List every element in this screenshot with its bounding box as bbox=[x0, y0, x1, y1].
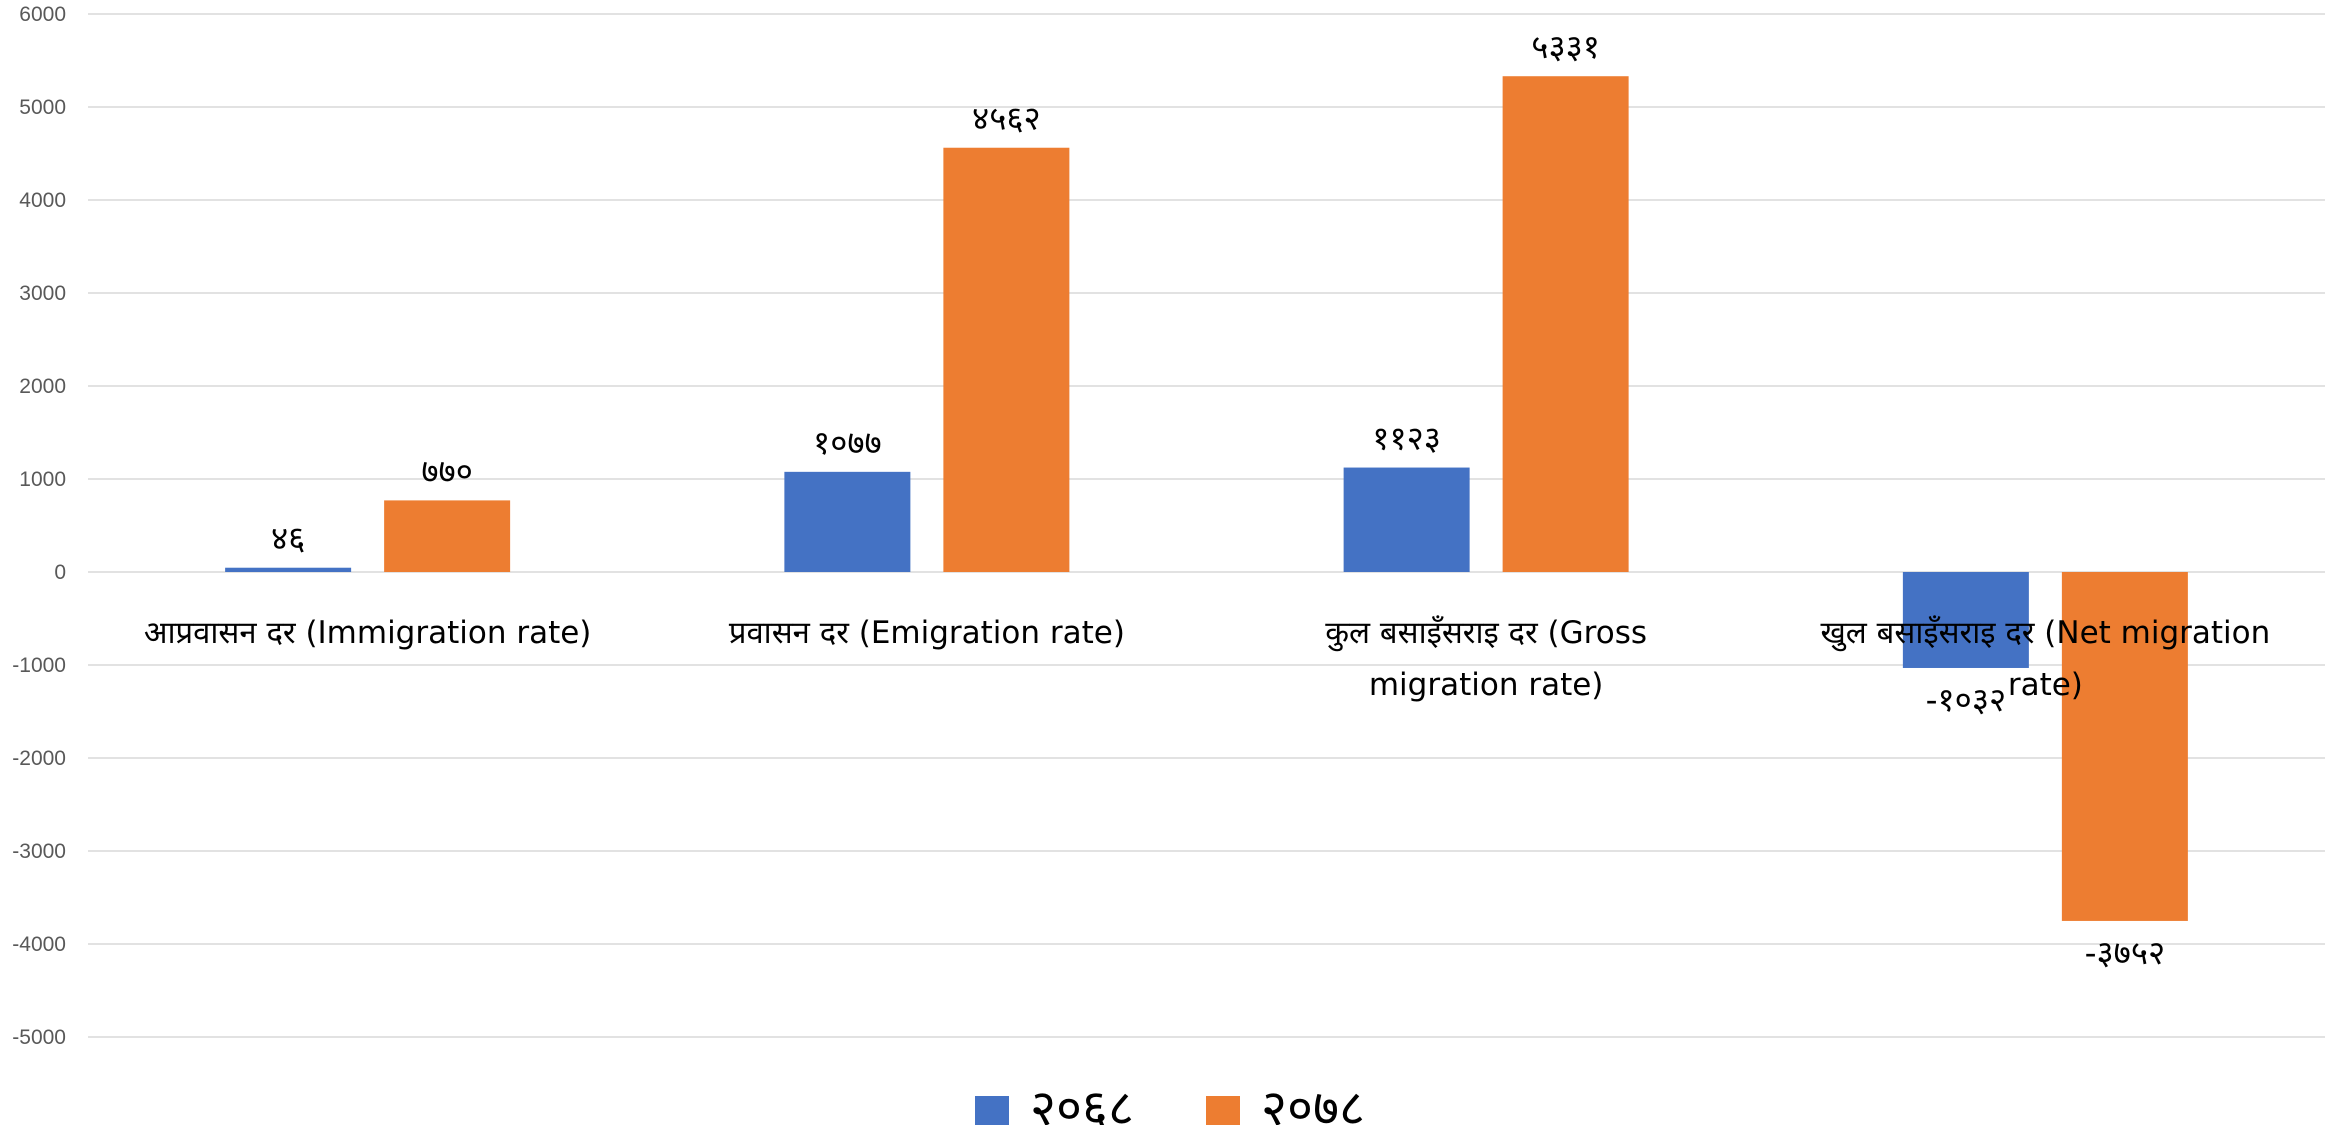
y-tick-label: -5000 bbox=[12, 1026, 66, 1049]
data-label: ५३३१ bbox=[1531, 27, 1600, 66]
x-category-label: खुल बसाइँसराइ दर (Net migration bbox=[1820, 615, 2270, 652]
data-label: ४६ bbox=[271, 519, 305, 558]
x-category-label: आप्रवासन दर (Immigration rate) bbox=[144, 615, 592, 651]
data-label: १०७७ bbox=[813, 423, 882, 462]
data-label: -३७५२ bbox=[2085, 933, 2166, 972]
y-tick-label: -4000 bbox=[12, 933, 66, 956]
bar bbox=[225, 567, 352, 572]
x-category-label: कुल बसाइँसराइ दर (Gross bbox=[1325, 615, 1647, 652]
y-tick-label: 2000 bbox=[19, 375, 66, 398]
bar bbox=[1902, 572, 2029, 668]
y-tick-label: 1000 bbox=[19, 468, 66, 491]
y-tick-label: -1000 bbox=[12, 654, 66, 677]
legend-swatch bbox=[975, 1096, 1009, 1125]
y-tick-label: 0 bbox=[54, 561, 66, 584]
bar bbox=[2061, 572, 2188, 921]
data-label: ११२३ bbox=[1372, 419, 1441, 458]
y-tick-label: -2000 bbox=[12, 747, 66, 770]
bar bbox=[384, 500, 511, 572]
x-category-label: migration rate) bbox=[1369, 667, 1604, 703]
y-tick-label: 5000 bbox=[19, 96, 66, 119]
legend-swatch bbox=[1206, 1096, 1240, 1125]
y-tick-label: -3000 bbox=[12, 840, 66, 863]
x-category-label: rate) bbox=[2008, 667, 2083, 703]
data-label: ४५६२ bbox=[972, 99, 1041, 138]
y-tick-label: 6000 bbox=[19, 3, 66, 26]
bar bbox=[1343, 467, 1470, 572]
legend-label: २०७८ bbox=[1261, 1079, 1365, 1125]
legend-label: २०६८ bbox=[1030, 1079, 1134, 1125]
x-category-label: प्रवासन दर (Emigration rate) bbox=[729, 615, 1125, 651]
y-tick-label: 3000 bbox=[19, 282, 66, 305]
y-tick-label: 4000 bbox=[19, 189, 66, 212]
bar bbox=[784, 471, 911, 572]
data-label: -१०३२ bbox=[1926, 680, 2007, 719]
bar bbox=[1502, 76, 1629, 572]
bar bbox=[943, 147, 1070, 572]
data-label: ७७० bbox=[421, 451, 472, 490]
